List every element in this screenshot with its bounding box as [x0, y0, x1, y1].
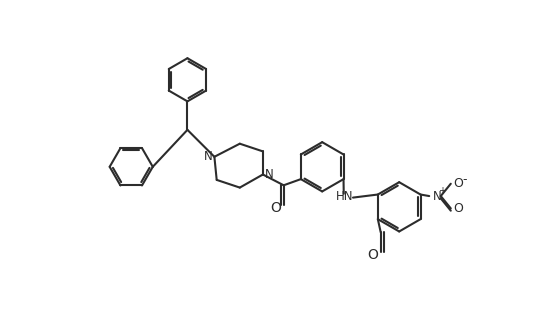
Text: O: O [367, 248, 379, 261]
Text: O: O [453, 177, 462, 190]
Text: +: + [438, 187, 446, 197]
Text: O: O [271, 201, 281, 215]
Text: N: N [204, 150, 213, 163]
Text: -: - [462, 173, 467, 186]
Text: O: O [453, 202, 462, 215]
Text: N: N [433, 190, 441, 202]
Text: N: N [265, 168, 273, 181]
Text: HN: HN [336, 190, 354, 203]
